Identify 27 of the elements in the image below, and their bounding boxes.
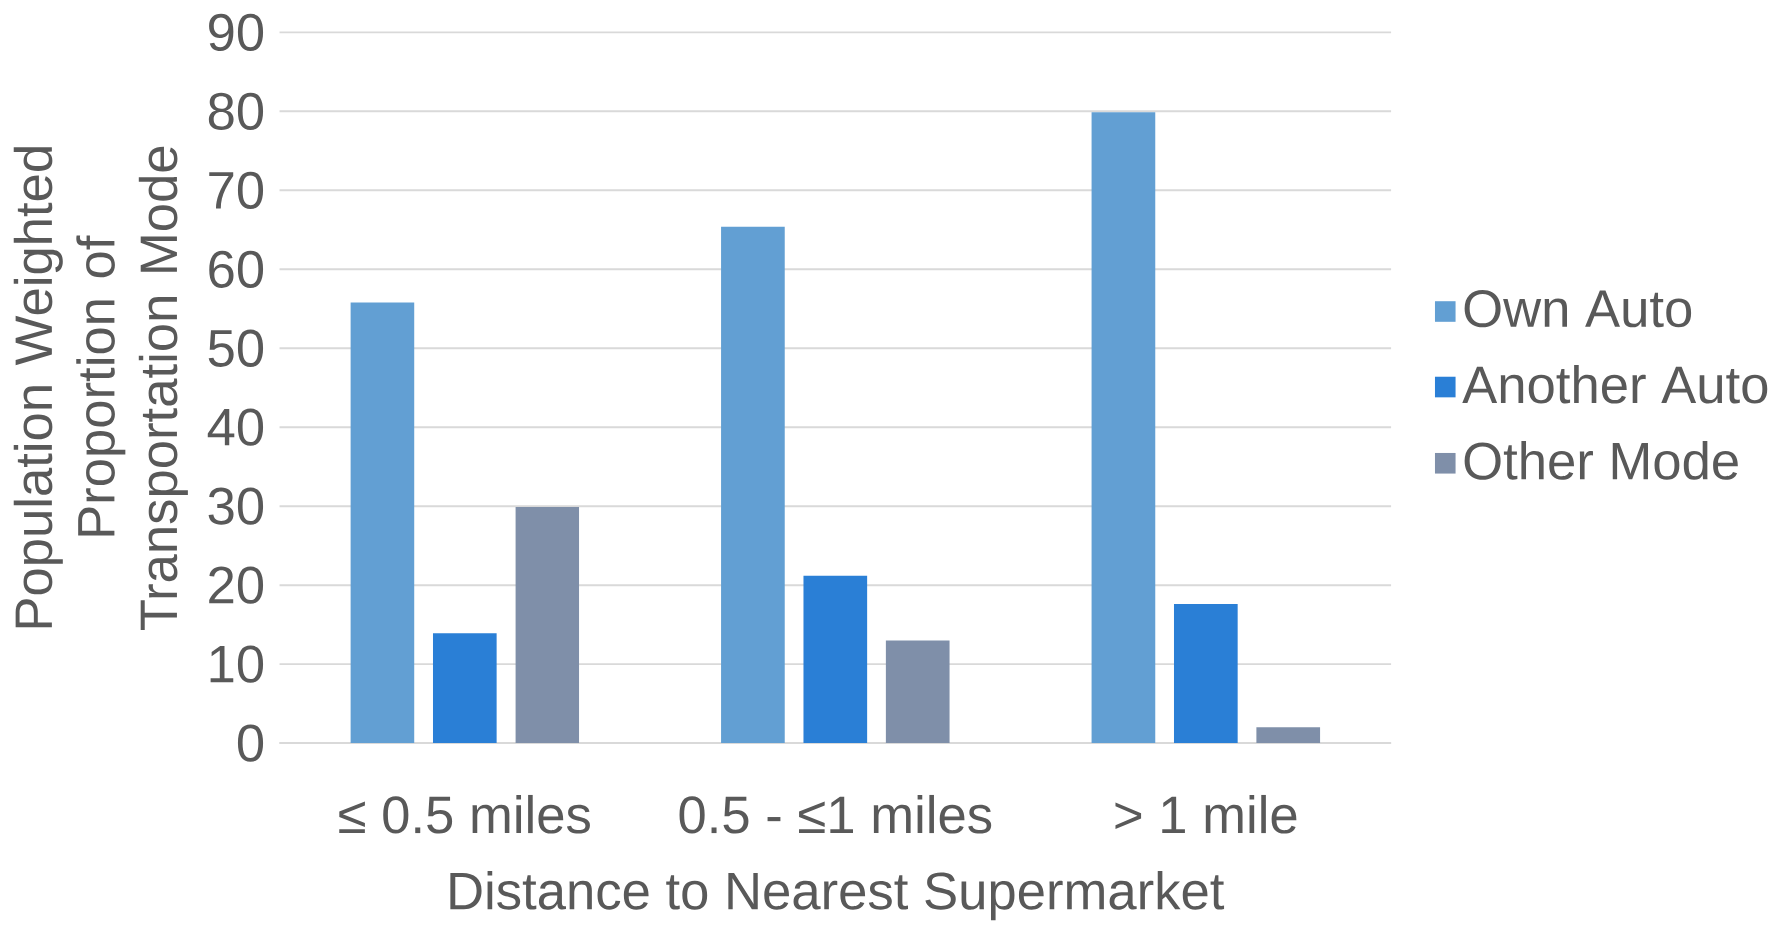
y-tick-label: 30 — [208, 487, 264, 525]
y-tick-label: 80 — [208, 92, 264, 131]
y-axis-title: Population Weighted Proportion of Transportation Mode — [13, 146, 188, 631]
bar — [432, 633, 497, 744]
bar — [515, 507, 580, 744]
bar — [721, 226, 785, 744]
y-tick-label: 10 — [210, 645, 264, 683]
y-tick-label: 40 — [207, 408, 264, 446]
y-tick-label: 20 — [209, 566, 264, 604]
y-tick-label: 60 — [209, 250, 264, 288]
x-tick-label: > 1 mile — [1115, 795, 1297, 834]
bar — [350, 302, 415, 744]
y-tick-label: 90 — [209, 13, 264, 52]
x-tick-label: 0.5 - ≤1 miles — [679, 795, 992, 834]
x-axis-title: Distance to Nearest Supermarket — [450, 871, 1225, 921]
y-tick-label: 50 — [208, 329, 264, 367]
y-tick-label: 0 — [237, 724, 264, 762]
y-tick-label: 70 — [209, 171, 264, 210]
bar — [885, 640, 950, 744]
bar — [1256, 727, 1321, 744]
bar — [1091, 112, 1156, 744]
legend-label: Other Mode — [1464, 441, 1738, 480]
x-tick-label: ≤ 0.5 miles — [339, 795, 590, 834]
legend-label: Another Auto — [1462, 364, 1768, 404]
bar — [803, 575, 868, 744]
legend-label: Own Auto — [1464, 290, 1692, 328]
bar — [1173, 604, 1238, 744]
